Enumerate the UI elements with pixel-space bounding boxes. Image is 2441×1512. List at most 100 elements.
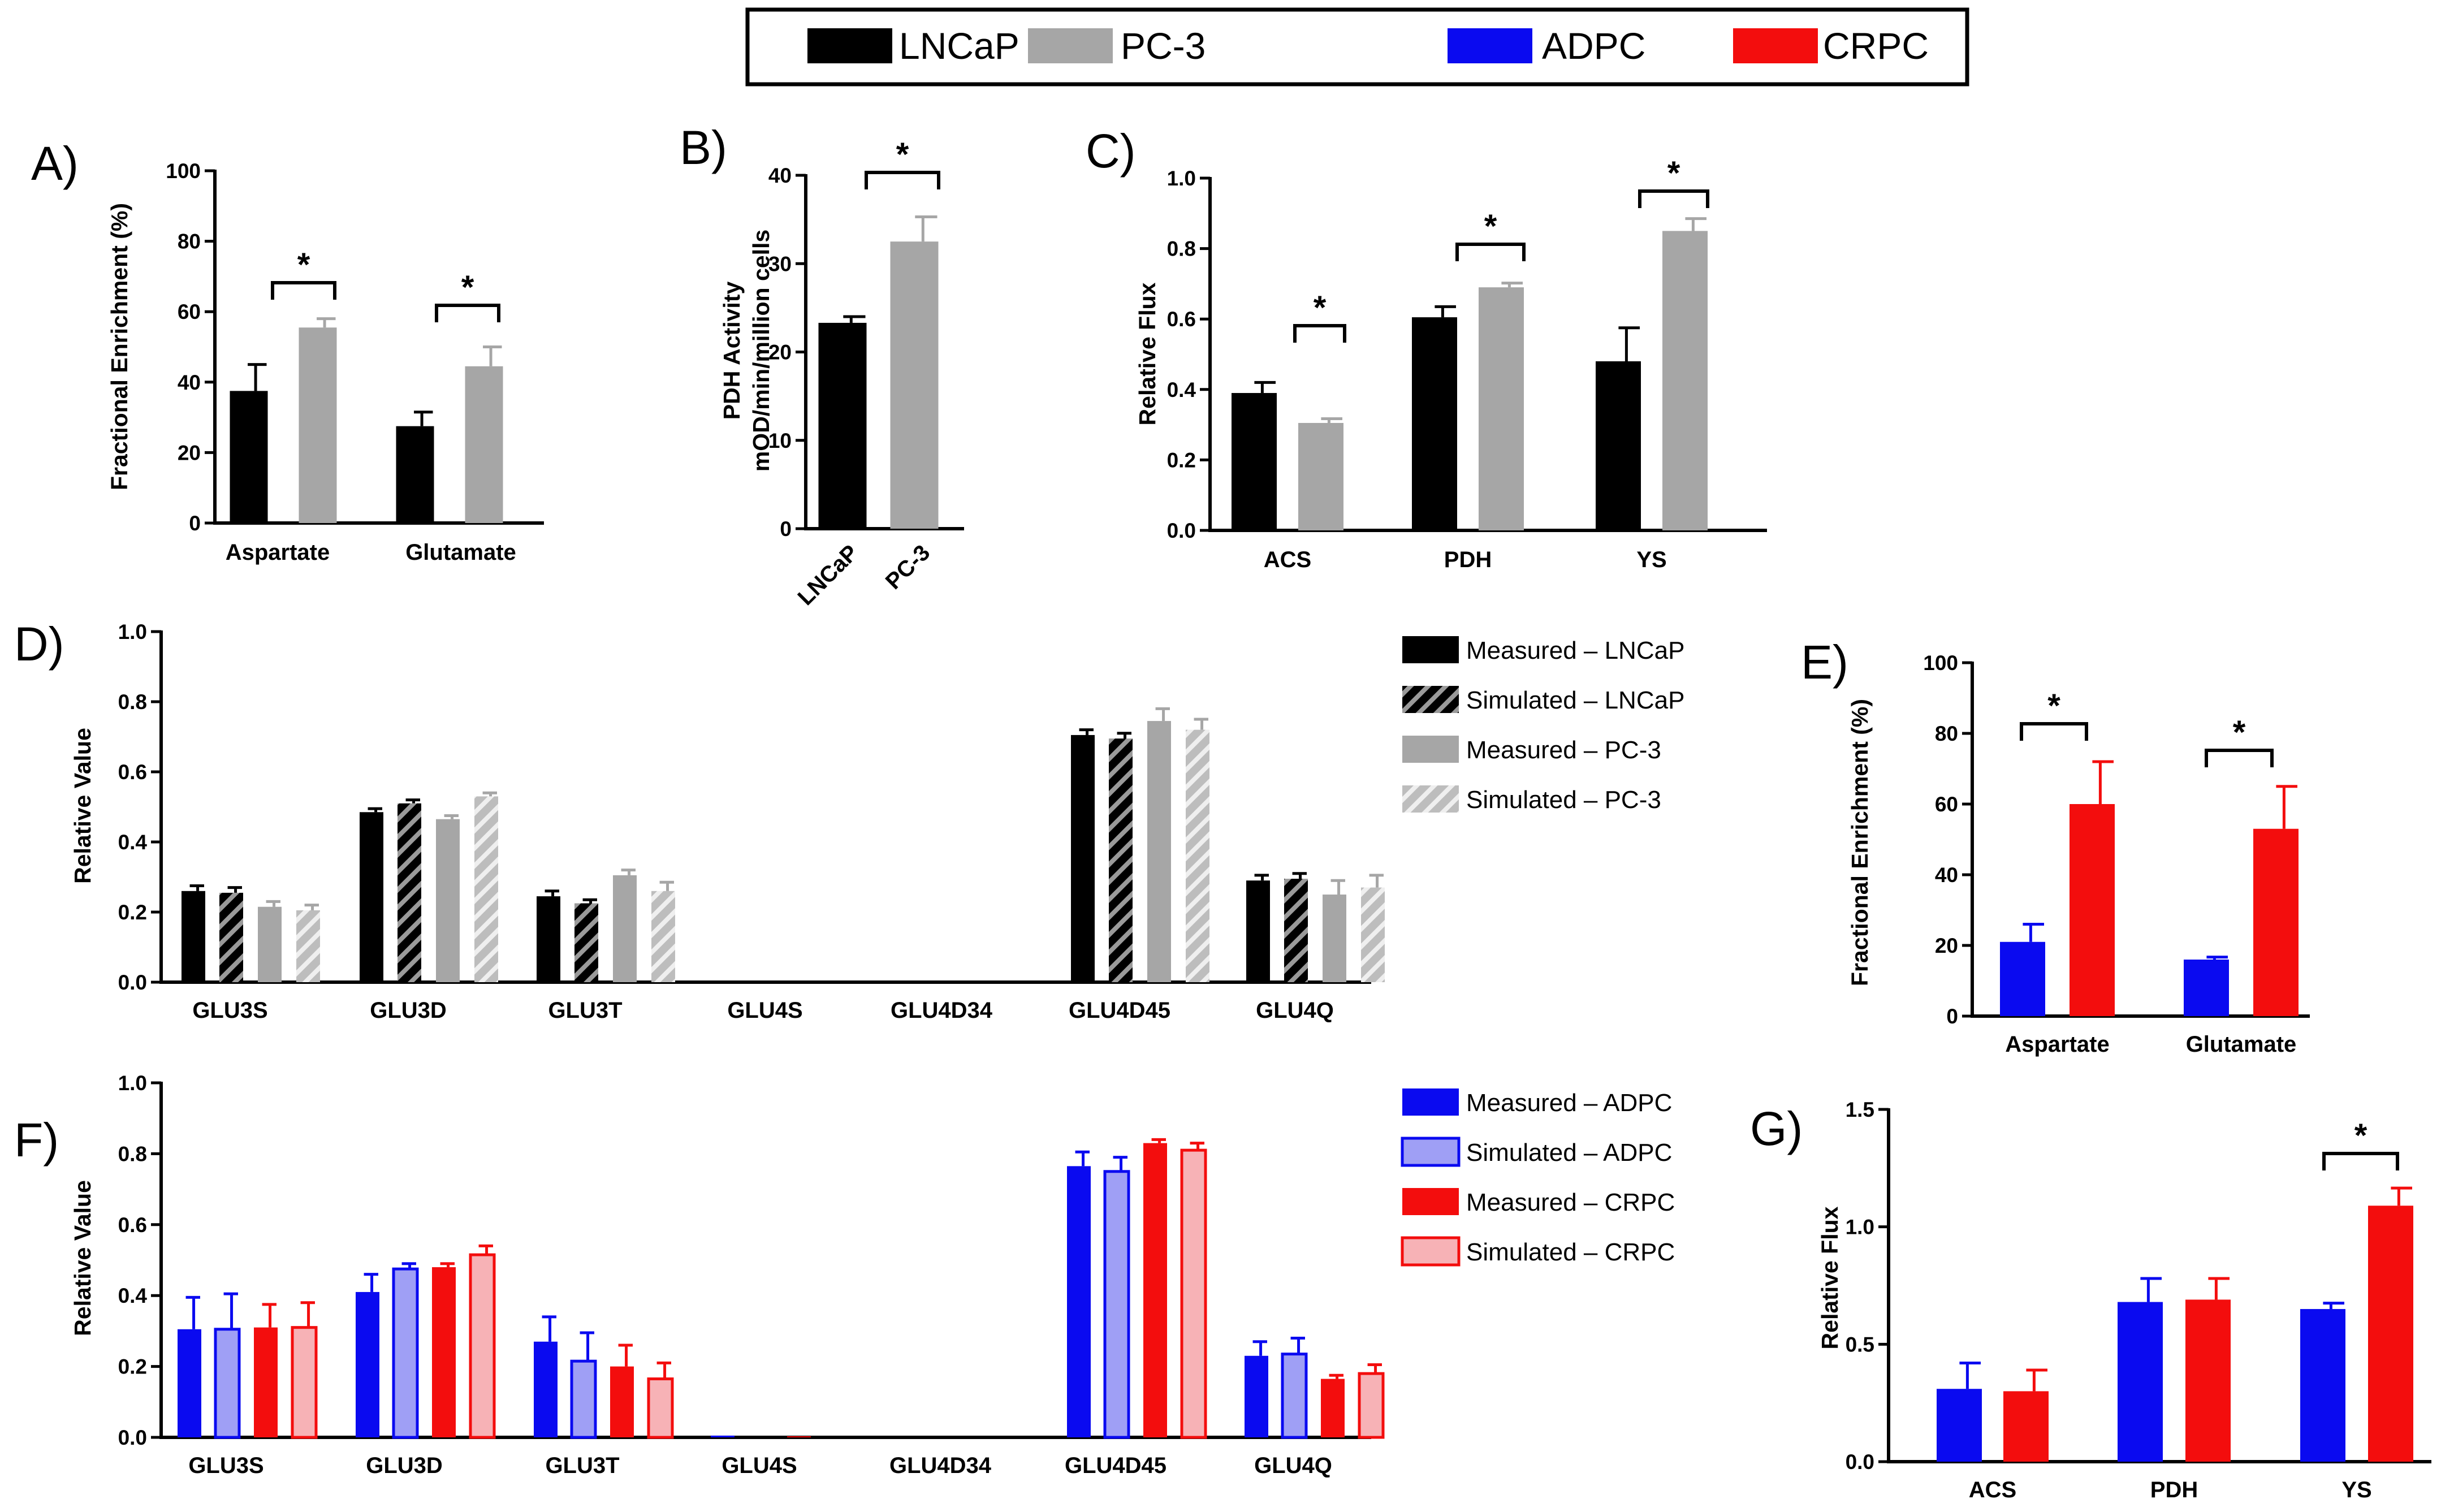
panel-d-ytick-label: 0.2	[118, 901, 147, 924]
panel-d-legend-swatch	[1402, 686, 1459, 713]
panel-d-bar	[1186, 729, 1209, 982]
panel-f-bar	[1358, 1372, 1385, 1439]
panel-e: 0 20 40 60 80 100 Fractional Enrichment (%) E) A…	[1801, 636, 2310, 1057]
panel-f-bar	[1143, 1143, 1167, 1437]
top-legend-label-lncap: LNCaP	[899, 25, 1019, 67]
panel-d-ytick-label: 0.6	[118, 761, 147, 784]
panel-g-bar	[2118, 1302, 2163, 1462]
panel-f-ytick-label: 0.6	[118, 1213, 147, 1237]
panel-g-bar	[2003, 1391, 2049, 1462]
panel-d-ylabel: Relative Value	[70, 728, 96, 884]
panel-b-ytick-label: 40	[768, 164, 792, 187]
panel-g-ytick-label: 1.5	[1846, 1098, 1874, 1121]
panel-d-bar	[1284, 879, 1308, 982]
panel-d-legend-label: Measured – LNCaP	[1466, 637, 1684, 664]
panel-c-ytick-label: 0.4	[1167, 378, 1196, 401]
panel-f-legend-label: Measured – ADPC	[1466, 1089, 1672, 1117]
panel-c: 0.0 0.2 0.4 0.6 0.8 1.0 Relative Flux C) ACS PDH Y…	[1086, 124, 1767, 572]
panel-d-legend-swatch	[1402, 636, 1459, 663]
panel-e-ytick-label: 80	[1935, 722, 1958, 745]
panel-c-sig-star: *	[1667, 155, 1680, 192]
panel-a-sig-bracket	[271, 281, 336, 300]
top-legend: LNCaP PC-3 ADPC CRPC	[745, 7, 1969, 87]
panel-f-legend-swatch	[1401, 1137, 1461, 1167]
panel-a-category-label: Aspartate	[226, 540, 330, 565]
panel-d-bar	[537, 896, 560, 982]
panel-b-ytick-label: 10	[768, 429, 792, 452]
panel-c-ytick-label: 0.0	[1167, 519, 1196, 542]
panel-c-sig-bracket	[1293, 324, 1346, 343]
panel-f-legend-label: Simulated – ADPC	[1466, 1139, 1672, 1167]
panel-b-ylabel: PDH Activity mOD/min/million cells	[719, 230, 774, 472]
panel-b: 0 10 20 30 40 PDH Activity mOD/min/million cel…	[680, 121, 964, 610]
panel-f-category-label: GLU3T	[545, 1453, 619, 1478]
panel-b-ytick-label: 30	[768, 252, 792, 275]
panel-d-bar	[398, 803, 421, 982]
panel-d-category-label: GLU3D	[370, 998, 447, 1023]
panel-e-sig-bracket	[2205, 749, 2274, 767]
panel-b-ylabel-line: PDH Activity	[719, 282, 745, 420]
panel-d-legend-swatch	[1402, 736, 1459, 763]
panel-f-legend-swatch	[1402, 1088, 1459, 1116]
panel-c-bar	[1479, 287, 1524, 530]
panel-d-category-label: GLU3S	[192, 998, 267, 1023]
panel-f-bar	[1245, 1355, 1268, 1437]
panel-d-category-label: GLU4D45	[1069, 998, 1170, 1023]
panel-f-category-label: GLU3S	[188, 1453, 263, 1478]
panel-f-legend-swatch	[1402, 1188, 1459, 1215]
panel-f-ytick-label: 0.0	[118, 1426, 147, 1449]
panel-f-bar	[1281, 1353, 1308, 1439]
panel-f-bar	[787, 1436, 811, 1437]
panel-e-bar	[2253, 828, 2299, 1016]
panel-b-ylabel-line: mOD/min/million cells	[748, 230, 774, 472]
panel-g-category-label: PDH	[2150, 1478, 2198, 1502]
panel-d-bar	[1147, 721, 1171, 982]
panel-c-sig-star: *	[1484, 208, 1497, 245]
panel-f-bar	[647, 1377, 674, 1439]
panel-d-bar	[436, 819, 460, 982]
panel-f-bar	[254, 1327, 278, 1437]
panel-g-category-label: YS	[2341, 1478, 2371, 1502]
panel-f-legend-swatch	[1401, 1236, 1461, 1267]
panel-f: 0.0 0.2 0.4 0.6 0.8 1.0 Relative Value F) GLU3S G…	[14, 1072, 1675, 1478]
panel-g-bar	[2368, 1206, 2413, 1462]
top-legend-label-crpc: CRPC	[1823, 25, 1929, 67]
panel-f-bar	[469, 1253, 496, 1439]
panel-d-bar	[219, 892, 243, 982]
panel-f-category-label: GLU4Q	[1254, 1453, 1332, 1478]
panel-f-ytick-label: 0.8	[118, 1142, 147, 1165]
panel-a-ytick-label: 0	[189, 512, 201, 535]
panel-d-bar	[1071, 735, 1095, 982]
panel-e-ytick-label: 0	[1946, 1005, 1958, 1028]
panel-d-category-label: GLU4S	[727, 998, 802, 1023]
panel-g-ytick-label: 0.0	[1846, 1450, 1874, 1474]
panel-g-bar	[2185, 1299, 2231, 1462]
panel-e-category-label: Glutamate	[2186, 1032, 2297, 1057]
panel-g: 0.0 0.5 1.0 1.5 Relative Flux G) ACS PDH YS *	[1750, 1098, 2431, 1502]
panel-a-panel-label: A)	[31, 137, 79, 190]
panel-c-bar	[1662, 231, 1708, 530]
panel-c-bar	[1232, 393, 1277, 530]
panel-a: 0 20 40 60 80 100 Fractional Enrichment (%) A) A…	[31, 137, 544, 565]
panel-e-bar	[2070, 804, 2115, 1016]
panel-f-bar	[1067, 1166, 1091, 1437]
panel-d-bar	[296, 910, 320, 982]
panel-a-ytick-label: 80	[178, 230, 201, 253]
panel-e-ytick-label: 100	[1923, 651, 1958, 675]
panel-c-ytick-label: 0.2	[1167, 448, 1196, 472]
panel-e-bar	[2184, 960, 2229, 1016]
panel-f-bar	[570, 1359, 597, 1439]
panel-a-sig-star: *	[297, 247, 310, 283]
panel-e-ytick-label: 40	[1935, 863, 1958, 887]
panel-a-category-label: Glutamate	[405, 540, 516, 565]
top-legend-swatch-pc3	[1028, 28, 1113, 63]
panel-a-ytick-label: 20	[178, 441, 201, 464]
panel-b-bar	[818, 322, 867, 529]
panel-d-bar	[360, 812, 383, 982]
panel-a-sig-bracket	[435, 304, 500, 322]
panel-f-category-label: GLU4D34	[889, 1453, 992, 1478]
panel-d-bar	[1246, 880, 1270, 982]
panel-f-bar	[356, 1291, 379, 1437]
panel-c-bar	[1298, 422, 1343, 530]
